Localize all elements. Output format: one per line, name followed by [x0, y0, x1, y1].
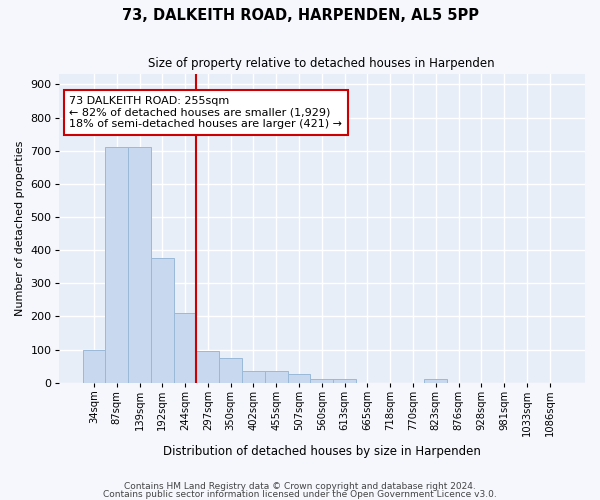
Bar — [83, 350, 106, 382]
Title: Size of property relative to detached houses in Harpenden: Size of property relative to detached ho… — [149, 58, 495, 70]
Y-axis label: Number of detached properties: Number of detached properties — [15, 141, 25, 316]
Bar — [128, 148, 151, 382]
Bar — [219, 358, 242, 382]
X-axis label: Distribution of detached houses by size in Harpenden: Distribution of detached houses by size … — [163, 444, 481, 458]
Bar — [242, 371, 265, 382]
Bar — [287, 374, 310, 382]
Bar — [424, 380, 447, 382]
Bar — [265, 371, 287, 382]
Bar — [310, 380, 333, 382]
Bar — [151, 258, 173, 382]
Text: 73, DALKEITH ROAD, HARPENDEN, AL5 5PP: 73, DALKEITH ROAD, HARPENDEN, AL5 5PP — [121, 8, 479, 22]
Bar — [196, 351, 219, 382]
Text: Contains public sector information licensed under the Open Government Licence v3: Contains public sector information licen… — [103, 490, 497, 499]
Text: 73 DALKEITH ROAD: 255sqm
← 82% of detached houses are smaller (1,929)
18% of sem: 73 DALKEITH ROAD: 255sqm ← 82% of detach… — [69, 96, 342, 129]
Bar — [333, 380, 356, 382]
Bar — [106, 148, 128, 382]
Text: Contains HM Land Registry data © Crown copyright and database right 2024.: Contains HM Land Registry data © Crown c… — [124, 482, 476, 491]
Bar — [173, 313, 196, 382]
